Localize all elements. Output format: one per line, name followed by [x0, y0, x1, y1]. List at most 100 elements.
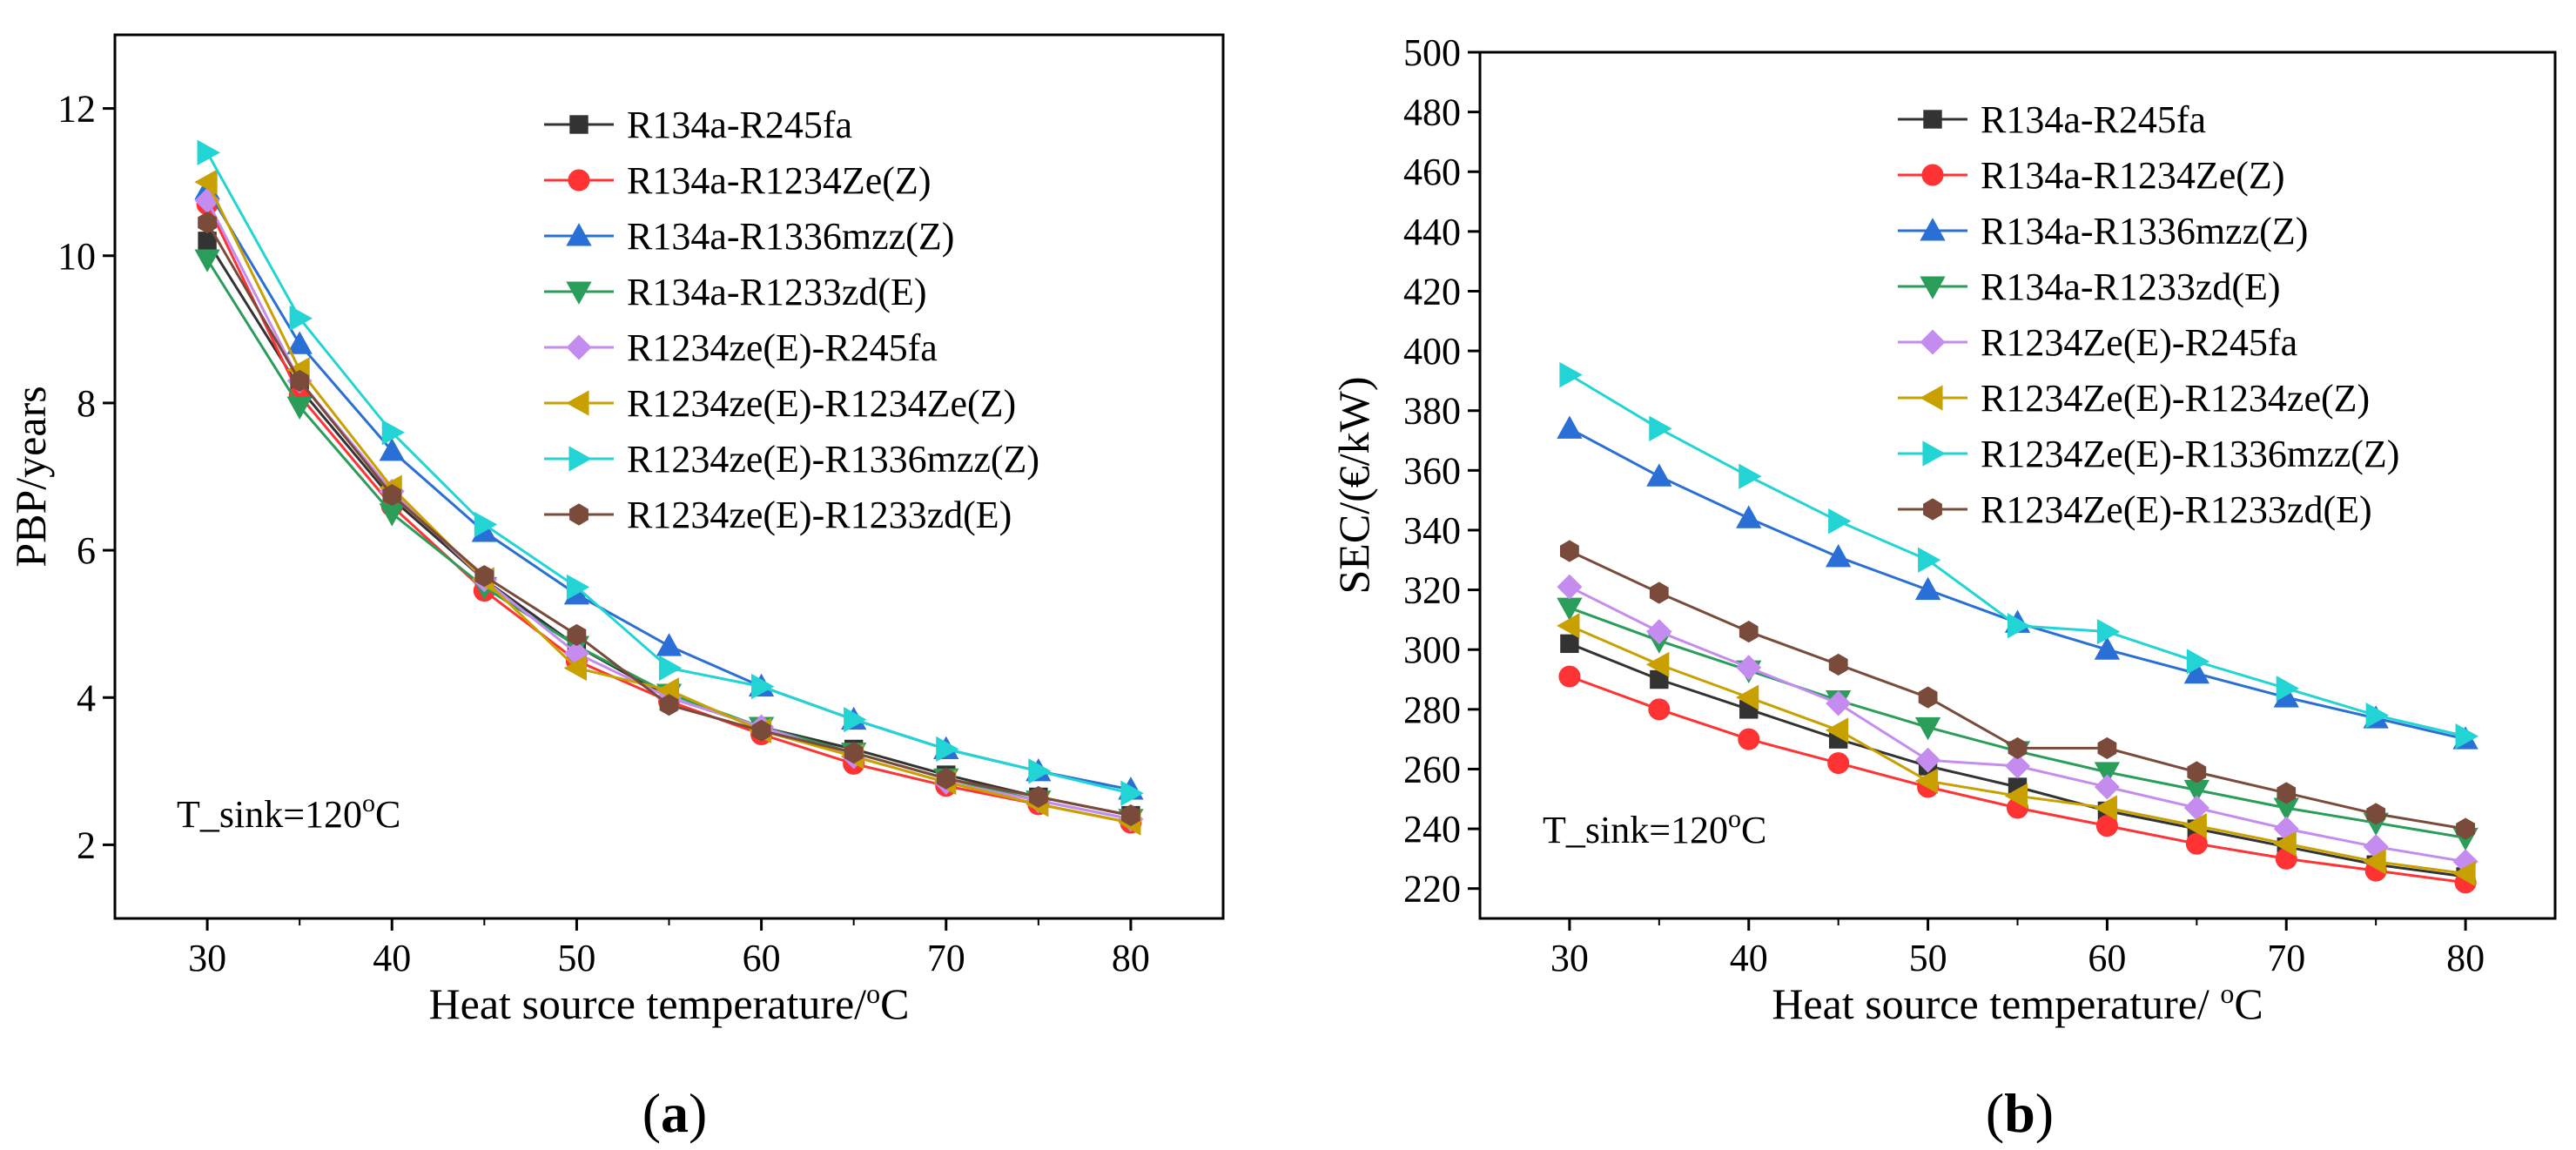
- y-tick-label: 420: [1403, 270, 1461, 313]
- data-point: [2096, 618, 2121, 645]
- x-axis-label: Heat source temperature/oC: [429, 978, 910, 1028]
- x-axis-unit-letter: C: [880, 979, 909, 1028]
- legend-label: R1234Ze(E)-R1233zd(E): [1981, 488, 2372, 531]
- data-point: [2456, 817, 2475, 840]
- data-point: [659, 694, 679, 716]
- annotation-degree: o: [1728, 804, 1741, 833]
- data-point: [2363, 849, 2386, 875]
- data-point: [1914, 768, 1939, 794]
- panel-label: (a): [642, 1082, 708, 1144]
- panel-paren-close: ): [2035, 1082, 2054, 1144]
- legend-marker: [1920, 385, 1943, 411]
- x-tick-label: 70: [2267, 937, 2305, 979]
- data-point: [1736, 655, 1762, 681]
- data-point: [2008, 736, 2028, 759]
- y-tick-label: 300: [1403, 629, 1461, 671]
- y-tick-label: 2: [77, 824, 96, 866]
- data-point: [656, 633, 683, 656]
- data-point: [1735, 684, 1759, 710]
- data-point: [1557, 574, 1583, 600]
- y-tick-label: 220: [1403, 868, 1461, 911]
- data-point: [197, 139, 220, 165]
- legend-marker: [566, 334, 592, 360]
- data-point: [1918, 686, 1938, 709]
- data-point: [286, 331, 313, 354]
- data-point: [1914, 716, 1941, 741]
- data-point: [2095, 815, 2118, 837]
- panel-paren-open: (: [642, 1082, 661, 1144]
- legend-marker: [1923, 498, 1942, 521]
- data-point: [1828, 653, 1848, 676]
- legend-label: R1234ze(E)-R1234Ze(Z): [627, 382, 1016, 425]
- data-point: [751, 719, 771, 742]
- series-5: [1557, 574, 2478, 875]
- data-point: [1918, 547, 1941, 573]
- legend-label: R1234ze(E)-R245fa: [627, 326, 938, 369]
- data-point: [1827, 752, 1850, 775]
- data-point: [1120, 780, 1144, 806]
- data-point: [2094, 795, 2117, 821]
- legend-label: R134a-R245fa: [627, 104, 852, 146]
- annotation-text: T_sink=120oC: [1543, 804, 1766, 851]
- data-point: [1825, 717, 1849, 743]
- data-point: [2277, 782, 2297, 804]
- x-axis-label-text: Heat source temperature/: [1772, 979, 2220, 1028]
- data-point: [1560, 540, 1579, 562]
- data-point: [1649, 415, 1672, 441]
- data-point: [198, 212, 217, 234]
- y-tick-label: 340: [1403, 509, 1461, 552]
- y-tick-label: 8: [77, 382, 96, 425]
- data-point: [1560, 634, 1579, 654]
- data-point: [1914, 576, 1941, 601]
- y-tick-label: 4: [77, 676, 96, 719]
- data-point: [1557, 613, 1580, 639]
- legend-label: R134a-R1233zd(E): [1981, 266, 2281, 308]
- panel-letter: b: [2004, 1082, 2035, 1144]
- data-point: [2452, 860, 2476, 887]
- x-tick-label: 40: [373, 937, 411, 979]
- data-point: [1736, 505, 1762, 528]
- data-point: [751, 673, 775, 700]
- x-axis-label-text: Heat source temperature/: [429, 979, 867, 1028]
- x-tick-label: 30: [1550, 937, 1589, 979]
- y-tick-label: 6: [77, 529, 96, 572]
- data-point: [1558, 665, 1581, 688]
- legend-marker: [1921, 164, 1944, 186]
- legend-label: R134a-R1233zd(E): [627, 271, 927, 313]
- data-point: [658, 655, 683, 682]
- legend-marker: [1923, 110, 1942, 129]
- data-point: [382, 484, 402, 507]
- data-point: [1828, 508, 1852, 535]
- legend-label: R134a-R1336mzz(Z): [1981, 210, 2308, 252]
- data-point: [474, 565, 494, 588]
- x-axis-unit-degree: o: [2220, 978, 2234, 1009]
- legend-label: R134a-R245fa: [1981, 98, 2206, 141]
- data-point: [1646, 463, 1672, 487]
- y-axis-label: SEC/(€/kW): [1329, 377, 1378, 595]
- data-point: [1121, 804, 1140, 827]
- data-point: [2097, 736, 2117, 759]
- chart-panel-b: 30 40 50 60 70 80 220 240 260 280 300 320 340 360 380 4…: [1329, 31, 2557, 1144]
- data-point: [1738, 728, 1760, 750]
- data-point: [1028, 758, 1052, 784]
- x-tick-label: 80: [1112, 937, 1150, 979]
- panel-label: (b): [1986, 1082, 2054, 1144]
- y-tick-label: 480: [1403, 91, 1461, 134]
- data-point: [1649, 582, 1669, 604]
- data-point: [290, 369, 310, 393]
- legend-marker: [1920, 276, 1946, 299]
- data-point: [2187, 761, 2207, 783]
- legend-marker: [566, 223, 592, 246]
- x-tick-label: 30: [188, 937, 226, 979]
- x-tick-label: 70: [927, 937, 965, 979]
- legend-marker: [1922, 440, 1946, 467]
- data-point: [2004, 783, 2028, 809]
- annotation-degree: o: [362, 789, 375, 817]
- chart-panel-a: 30 40 50 60 70 80 2 4 6 8 10 12 Heat source temperat…: [6, 33, 1225, 1144]
- data-point: [2366, 803, 2386, 825]
- y-tick-label: 10: [57, 235, 96, 278]
- data-point: [2094, 636, 2121, 660]
- data-point: [1646, 619, 1672, 645]
- data-point: [567, 623, 587, 646]
- y-tick-label: 500: [1403, 31, 1461, 74]
